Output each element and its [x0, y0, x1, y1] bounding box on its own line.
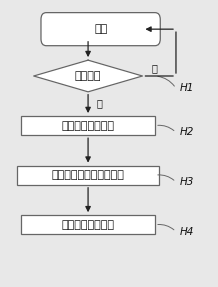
- Text: 查找第一屏幕显示亮度值: 查找第一屏幕显示亮度值: [52, 170, 124, 180]
- Text: 是否唤醒: 是否唤醒: [75, 71, 101, 81]
- FancyBboxPatch shape: [41, 13, 160, 46]
- Text: H4: H4: [180, 227, 194, 237]
- Text: 获取环境光亮度值: 获取环境光亮度值: [61, 121, 115, 131]
- Text: H1: H1: [180, 84, 194, 93]
- Polygon shape: [34, 60, 143, 92]
- Text: 是: 是: [96, 98, 102, 108]
- Text: H3: H3: [180, 177, 194, 187]
- Text: 否: 否: [151, 63, 157, 73]
- Text: 开始: 开始: [94, 24, 107, 34]
- Text: H2: H2: [180, 127, 194, 137]
- Text: 调节屏幕显示亮度: 调节屏幕显示亮度: [61, 220, 115, 230]
- FancyBboxPatch shape: [21, 215, 155, 234]
- FancyBboxPatch shape: [17, 166, 159, 185]
- FancyBboxPatch shape: [21, 116, 155, 135]
